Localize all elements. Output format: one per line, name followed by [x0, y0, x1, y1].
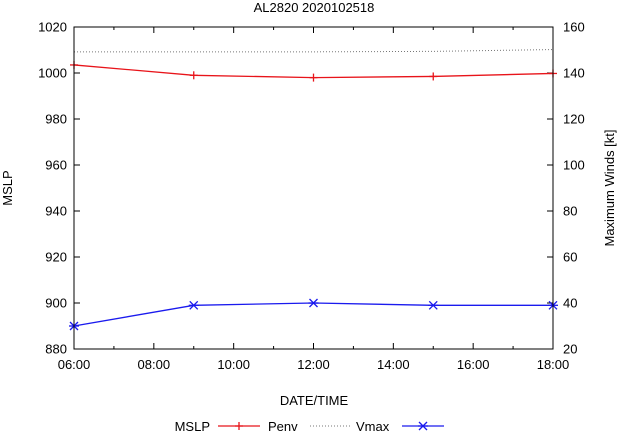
y2-tick-label: 40: [563, 296, 577, 311]
series-line-env-dotted: [74, 49, 554, 53]
data-point-vmax-1: [188, 300, 199, 310]
tick-labels: 06:00 08:00 10:00 12:00 14:00 16:00 18:00 880 90…: [38, 20, 585, 373]
y2-tick-label: 60: [563, 250, 577, 265]
x-tick-label: 08:00: [138, 357, 171, 372]
legend-penv-label: Penv: [268, 419, 298, 432]
y-tick-label: 1000: [38, 66, 67, 81]
y2-tick-label: 100: [563, 158, 585, 173]
y-axis-title: MSLP: [0, 170, 15, 205]
data-point-vmax-3: [428, 300, 439, 310]
x-tick-label: 06:00: [58, 357, 91, 372]
x-tick-label: 16:00: [457, 357, 490, 372]
y2-tick-label: 120: [563, 112, 585, 127]
y-tick-label: 960: [45, 158, 67, 173]
x-tick-label: 12:00: [297, 357, 330, 372]
plot-frame: [73, 26, 554, 350]
data-point-penv-2: [309, 73, 318, 82]
x-tick-label: 14:00: [377, 357, 410, 372]
x-axis-title: DATE/TIME: [280, 393, 349, 408]
chart-title: AL2820 2020102518: [254, 0, 375, 15]
legend-vmax-label: Vmax: [356, 419, 390, 432]
x-tick-label: 10:00: [217, 357, 250, 372]
legend-penv-marker: [235, 422, 243, 430]
x-tick-label: 18:00: [537, 357, 570, 372]
series-line-vmax: [73, 302, 553, 327]
data-point-penv-1: [189, 71, 198, 80]
legend: MSLP Penv Vmax: [175, 419, 444, 432]
y2-tick-label: 20: [563, 342, 577, 357]
data-point-penv-3: [429, 72, 438, 81]
data-point-vmax-2: [308, 298, 319, 308]
y-tick-label: 980: [45, 112, 67, 127]
y2-tick-label: 160: [563, 20, 585, 35]
legend-title: MSLP: [175, 419, 210, 432]
legend-vmax-marker: [418, 421, 428, 431]
y-tick-label: 920: [45, 250, 67, 265]
y2-tick-label: 140: [563, 66, 585, 81]
y-tick-label: 1020: [38, 20, 67, 35]
y-tick-label: 940: [45, 204, 67, 219]
y2-axis-title: Maximum Winds [kt]: [602, 129, 617, 246]
y-tick-label: 900: [45, 296, 67, 311]
y2-tick-label: 80: [563, 204, 577, 219]
series-layer: [69, 49, 558, 331]
y-tick-label: 880: [45, 342, 67, 357]
